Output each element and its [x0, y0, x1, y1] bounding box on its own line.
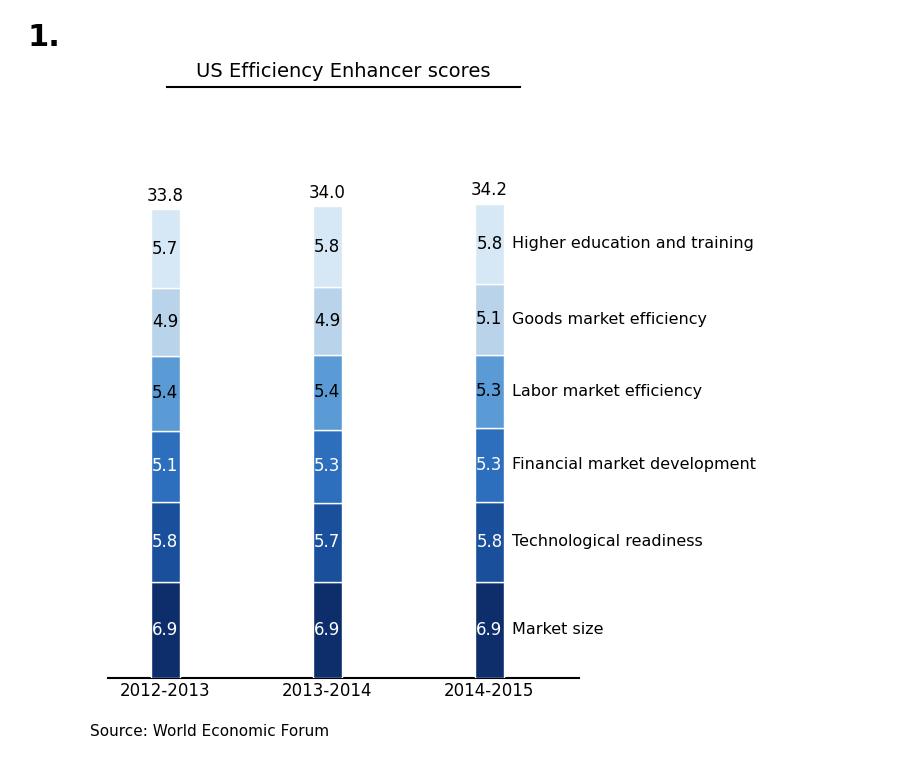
Text: Financial market development: Financial market development: [511, 457, 755, 472]
Text: 5.8: 5.8: [152, 533, 178, 551]
Bar: [474, 501, 504, 582]
Text: 6.9: 6.9: [476, 621, 502, 639]
Text: 34.2: 34.2: [470, 182, 507, 199]
Text: 6.9: 6.9: [152, 621, 178, 639]
Text: 34.0: 34.0: [309, 184, 345, 203]
Bar: [312, 582, 341, 678]
Text: 33.8: 33.8: [146, 187, 183, 205]
Text: Market size: Market size: [511, 622, 603, 638]
Text: Higher education and training: Higher education and training: [511, 236, 753, 251]
Bar: [474, 355, 504, 428]
Bar: [474, 203, 504, 284]
Text: 6.9: 6.9: [314, 621, 340, 639]
Text: 4.9: 4.9: [314, 312, 340, 330]
Text: Labor market efficiency: Labor market efficiency: [511, 384, 702, 399]
Bar: [151, 209, 180, 288]
Text: 5.4: 5.4: [314, 383, 340, 401]
Bar: [474, 582, 504, 678]
Text: 5.8: 5.8: [476, 533, 502, 551]
Text: US Efficiency Enhancer scores: US Efficiency Enhancer scores: [196, 62, 490, 81]
Text: Technological readiness: Technological readiness: [511, 534, 702, 549]
Text: 5.1: 5.1: [476, 310, 502, 328]
Bar: [474, 428, 504, 501]
Text: Source: World Economic Forum: Source: World Economic Forum: [90, 725, 330, 739]
Text: 5.7: 5.7: [314, 534, 340, 551]
Bar: [312, 286, 341, 355]
Bar: [312, 206, 341, 286]
Text: 5.1: 5.1: [152, 457, 178, 475]
Bar: [151, 356, 180, 431]
Text: 5.3: 5.3: [476, 456, 502, 474]
Text: 4.9: 4.9: [152, 313, 178, 331]
Bar: [151, 501, 180, 582]
Bar: [312, 430, 341, 503]
Text: Goods market efficiency: Goods market efficiency: [511, 312, 706, 326]
Bar: [151, 431, 180, 501]
Bar: [312, 503, 341, 582]
Text: 5.3: 5.3: [313, 457, 340, 475]
Text: 1.: 1.: [27, 23, 60, 52]
Text: 5.4: 5.4: [152, 384, 178, 403]
Bar: [312, 355, 341, 430]
Text: 5.8: 5.8: [314, 238, 340, 256]
Bar: [474, 284, 504, 355]
Text: 5.7: 5.7: [152, 239, 178, 258]
Text: 5.3: 5.3: [476, 383, 502, 400]
Bar: [151, 582, 180, 678]
Text: 5.8: 5.8: [476, 235, 502, 253]
Bar: [151, 288, 180, 356]
